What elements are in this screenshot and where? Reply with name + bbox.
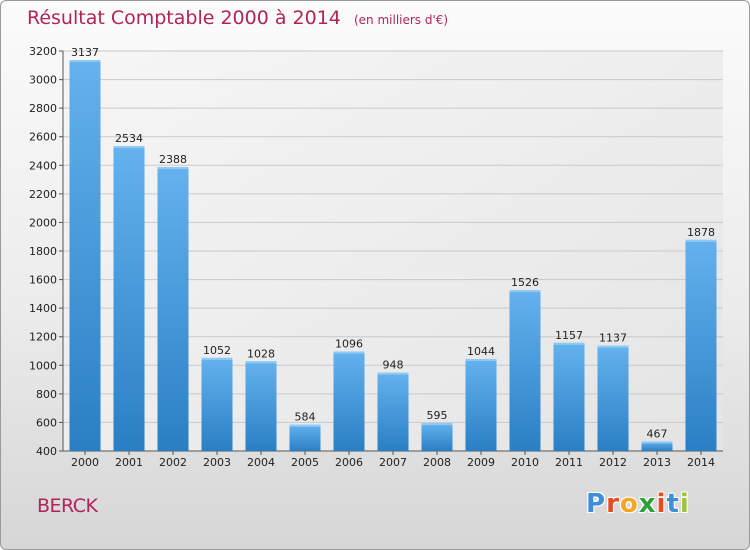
x-tick-label: 2007: [379, 456, 407, 469]
bar: [641, 441, 673, 451]
y-tick-label: 2400: [29, 159, 57, 172]
logo-letter: o: [619, 489, 639, 519]
bar: [685, 239, 717, 451]
x-tick-label: 2009: [467, 456, 495, 469]
title-row: Résultat Comptable 2000 à 2014 (en milli…: [27, 7, 448, 29]
x-tick-label: 2005: [291, 456, 319, 469]
data-label: 584: [295, 411, 316, 424]
logo-letter: P: [586, 489, 607, 519]
y-tick-label: 1600: [29, 274, 57, 287]
town-name: BERCK: [37, 495, 98, 517]
bar: [157, 167, 189, 451]
y-tick-label: 1800: [29, 245, 57, 258]
logo-letter: i: [656, 489, 667, 519]
bar-highlight: [641, 441, 673, 444]
bar: [421, 423, 453, 451]
bar: [377, 372, 409, 451]
x-tick-label: 2008: [423, 456, 451, 469]
x-tick-label: 2011: [555, 456, 583, 469]
x-tick-label: 2002: [159, 456, 187, 469]
chart-subtitle: (en milliers d'€): [353, 13, 449, 27]
bar: [509, 290, 541, 451]
data-label: 1526: [511, 276, 539, 289]
y-tick-label: 2800: [29, 102, 57, 115]
bar-highlight: [69, 60, 101, 62]
y-tick-label: 2600: [29, 131, 57, 144]
bar-highlight: [333, 351, 365, 354]
bar: [333, 351, 365, 451]
data-label: 1044: [467, 345, 495, 358]
data-label: 1096: [335, 338, 363, 351]
y-tick-label: 3000: [29, 74, 57, 87]
y-tick-label: 2000: [29, 216, 57, 229]
data-label: 3137: [71, 46, 99, 59]
bar-highlight: [421, 423, 453, 426]
logo-letter: r: [606, 489, 620, 519]
logo-letter: x: [638, 489, 657, 519]
chart-title: Résultat Comptable 2000 à 2014: [27, 7, 341, 29]
bar-highlight: [289, 424, 321, 427]
bar-highlight: [157, 167, 189, 169]
x-tick-label: 2001: [115, 456, 143, 469]
data-label: 1028: [247, 347, 275, 360]
bar-highlight: [201, 357, 233, 360]
bar: [553, 342, 585, 451]
data-label: 595: [427, 409, 448, 422]
bar-highlight: [685, 239, 717, 242]
data-label: 2388: [159, 153, 187, 166]
bar: [201, 357, 233, 451]
bar: [69, 60, 101, 451]
x-tick-label: 2004: [247, 456, 275, 469]
x-tick-label: 2010: [511, 456, 539, 469]
y-tick-label: 800: [36, 388, 57, 401]
bar-highlight: [113, 146, 145, 149]
bar: [597, 345, 629, 451]
labels-group: 3137 2000 2534 2001 2388 2002 1052 2003 1028 2004…: [71, 46, 715, 469]
y-tick-label: 400: [36, 445, 57, 458]
x-tick-label: 2000: [71, 456, 99, 469]
y-tick-label: 1000: [29, 359, 57, 372]
logo-letter: t: [666, 489, 680, 519]
data-label: 1137: [599, 332, 627, 345]
x-tick-label: 2003: [203, 456, 231, 469]
data-label: 2534: [115, 132, 143, 145]
y-tick-label: 600: [36, 416, 57, 429]
bars-group: [69, 60, 717, 451]
bar-highlight: [465, 359, 497, 361]
y-tick-label: 1400: [29, 302, 57, 315]
bar: [113, 146, 145, 451]
x-tick-label: 2013: [643, 456, 671, 469]
data-label: 1157: [555, 329, 583, 342]
data-label: 1878: [687, 226, 715, 239]
data-label: 1052: [203, 344, 231, 357]
proxiti-logo[interactable]: Proxiti: [586, 489, 690, 519]
bar: [289, 424, 321, 451]
bar-highlight: [245, 361, 277, 364]
bar: [245, 361, 277, 451]
bar-highlight: [509, 290, 541, 293]
x-tick-label: 2014: [687, 456, 715, 469]
bar: [465, 359, 497, 451]
bar-highlight: [377, 372, 409, 375]
y-tick-label: 2200: [29, 188, 57, 201]
data-label: 948: [383, 359, 404, 372]
bar-highlight: [597, 345, 629, 348]
logo-letter: i: [679, 489, 690, 519]
y-tick-label: 3200: [29, 45, 57, 58]
data-label: 467: [647, 427, 668, 440]
y-tick-label: 1200: [29, 331, 57, 344]
x-tick-label: 2012: [599, 456, 627, 469]
x-tick-label: 2006: [335, 456, 363, 469]
bar-highlight: [553, 342, 585, 345]
